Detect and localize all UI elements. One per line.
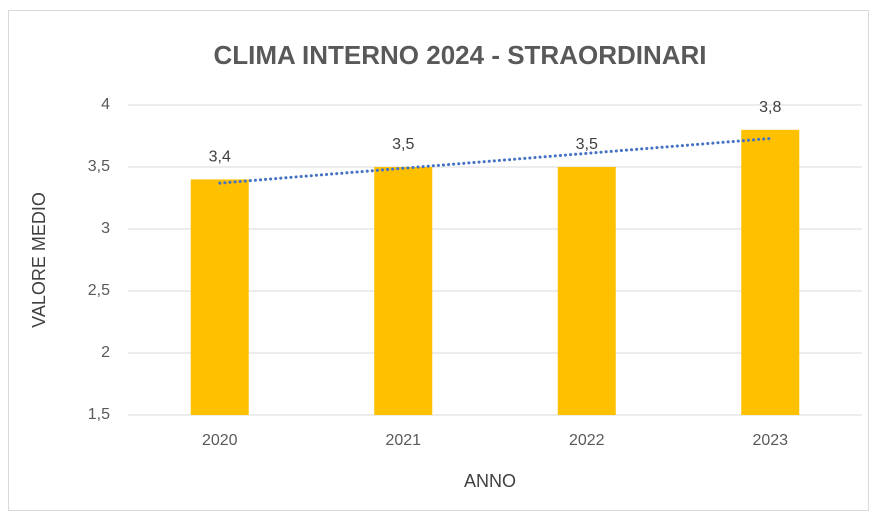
data-label: 3,5 — [392, 136, 414, 153]
bar — [190, 179, 249, 415]
chart-border — [8, 10, 869, 511]
x-tick-label: 2022 — [569, 432, 605, 449]
data-label: 3,8 — [759, 99, 781, 116]
y-tick-label: 1,5 — [88, 406, 110, 423]
y-tick-label: 4 — [101, 96, 110, 113]
chart-title: CLIMA INTERNO 2024 - STRAORDINARI — [213, 40, 706, 70]
y-tick-label: 3 — [101, 220, 110, 237]
y-tick-label: 2,5 — [88, 282, 110, 299]
y-axis-label: VALORE MEDIO — [29, 192, 49, 328]
x-tick-label: 2021 — [385, 432, 421, 449]
bar — [374, 167, 433, 415]
data-label: 3,5 — [576, 136, 598, 153]
trendline — [218, 136, 772, 185]
x-axis-label: ANNO — [464, 471, 516, 491]
x-tick-label: 2020 — [202, 432, 238, 449]
data-label: 3,4 — [209, 149, 231, 166]
bar — [557, 167, 616, 415]
y-tick-label: 2 — [101, 344, 110, 361]
x-tick-label: 2023 — [752, 432, 788, 449]
y-tick-label: 3,5 — [88, 158, 110, 175]
bar — [741, 129, 800, 416]
